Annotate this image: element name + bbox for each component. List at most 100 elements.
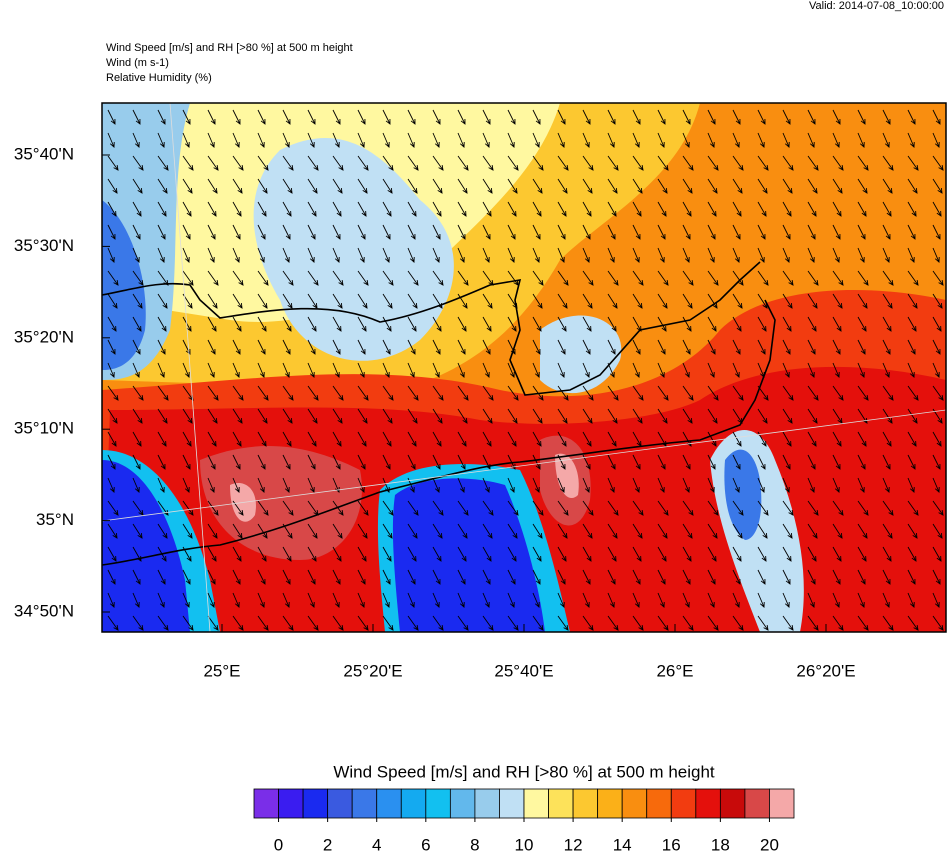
wind-arrow bbox=[657, 293, 668, 309]
wind-arrow bbox=[282, 500, 294, 516]
wind-arrow bbox=[557, 339, 566, 355]
wind-arrow bbox=[657, 339, 666, 355]
wind-arrow bbox=[457, 523, 468, 539]
wind-arrow bbox=[757, 523, 768, 539]
wind-arrow bbox=[682, 500, 694, 516]
wind-arrow bbox=[507, 385, 519, 401]
wind-arrow bbox=[307, 362, 315, 378]
wind-arrow bbox=[132, 339, 141, 355]
wind-arrow bbox=[357, 592, 365, 608]
colorbar-box bbox=[449, 788, 476, 819]
wind-arrow bbox=[332, 224, 341, 240]
wind-arrow bbox=[732, 201, 742, 217]
wind-arrow bbox=[582, 592, 590, 608]
wind-arrow bbox=[632, 293, 643, 309]
wind-arrow bbox=[332, 523, 343, 539]
wind-arrow bbox=[607, 477, 615, 493]
wind-arrow bbox=[107, 362, 115, 378]
wind-arrow bbox=[707, 431, 717, 447]
lat-label: 35°10'N bbox=[14, 419, 74, 438]
wind-arrow bbox=[507, 477, 515, 493]
wind-arrow bbox=[857, 362, 865, 378]
wind-arrow bbox=[507, 316, 517, 332]
wind-arrow bbox=[782, 109, 791, 125]
wind-arrow bbox=[432, 615, 444, 631]
wind-arrow bbox=[932, 385, 944, 401]
colorbar-label: 10 bbox=[515, 835, 534, 854]
wind-arrow bbox=[832, 431, 842, 447]
wind-arrow bbox=[107, 592, 115, 608]
wind-arrow bbox=[607, 293, 618, 309]
wind-arrow bbox=[382, 201, 392, 217]
wind-arrow bbox=[432, 500, 444, 516]
wind-arrow bbox=[282, 592, 290, 608]
wind-arrow bbox=[607, 247, 615, 263]
wind-arrow bbox=[382, 339, 391, 355]
wind-arrow bbox=[382, 615, 394, 631]
wind-arrow bbox=[157, 523, 168, 539]
wind-arrow bbox=[157, 592, 165, 608]
field-fill bbox=[392, 478, 545, 632]
wind-legend-line: Wind (m s-1) bbox=[106, 57, 169, 69]
wind-arrow bbox=[657, 500, 669, 516]
wind-arrow bbox=[882, 454, 891, 470]
wind-arrow bbox=[232, 454, 241, 470]
wind-arrow bbox=[257, 523, 268, 539]
wind-arrow bbox=[632, 109, 641, 125]
wind-arrow bbox=[257, 592, 265, 608]
wind-arrow bbox=[707, 615, 719, 631]
wind-arrow bbox=[582, 132, 590, 148]
wind-arrow bbox=[557, 546, 567, 562]
wind-arrow bbox=[282, 178, 293, 194]
wind-arrow bbox=[907, 523, 918, 539]
wind-arrow bbox=[432, 431, 442, 447]
wind-arrow bbox=[482, 339, 491, 355]
wind-arrow bbox=[932, 477, 940, 493]
wind-arrow bbox=[282, 293, 293, 309]
wind-arrow bbox=[332, 155, 344, 171]
wind-arrow bbox=[382, 109, 391, 125]
wind-arrow bbox=[532, 431, 542, 447]
wind-arrow bbox=[507, 523, 518, 539]
wind-arrow bbox=[257, 408, 268, 424]
lon-label: 25°40'E bbox=[494, 661, 553, 680]
wind-arrow bbox=[607, 546, 617, 562]
colorbar-box bbox=[719, 788, 746, 819]
wind-arrow bbox=[657, 270, 669, 286]
wind-arrow bbox=[907, 569, 916, 585]
wind-arrow bbox=[757, 224, 766, 240]
wind-arrow bbox=[582, 270, 594, 286]
wind-arrow bbox=[707, 569, 716, 585]
wind-arrow bbox=[457, 615, 469, 631]
wind-arrow bbox=[107, 454, 116, 470]
wind-arrow bbox=[582, 293, 593, 309]
wind-arrow bbox=[882, 477, 890, 493]
wind-arrow bbox=[332, 247, 340, 263]
wind-arrow bbox=[832, 615, 844, 631]
wind-arrow bbox=[557, 132, 565, 148]
wind-arrow bbox=[232, 293, 243, 309]
wind-arrow bbox=[782, 569, 791, 585]
wind-arrow bbox=[282, 201, 292, 217]
wind-arrow bbox=[657, 408, 668, 424]
wind-arrow bbox=[907, 109, 916, 125]
wind-arrow bbox=[582, 569, 591, 585]
wind-arrow bbox=[157, 408, 168, 424]
wind-arrow bbox=[707, 201, 717, 217]
wind-arrow bbox=[807, 132, 815, 148]
colorbar-box bbox=[425, 788, 451, 819]
wind-arrow bbox=[507, 362, 515, 378]
wind-arrow bbox=[207, 178, 218, 194]
wind-arrow bbox=[457, 385, 469, 401]
rh-legend-line: Relative Humidity (%) bbox=[106, 72, 212, 84]
wind-arrow bbox=[207, 362, 215, 378]
wind-arrow bbox=[882, 500, 894, 516]
wind-arrow bbox=[632, 178, 643, 194]
wind-arrow bbox=[782, 201, 792, 217]
lat-label: 34°50'N bbox=[14, 601, 74, 620]
wind-arrow bbox=[307, 477, 315, 493]
wind-arrow bbox=[732, 270, 744, 286]
wind-arrow bbox=[407, 500, 419, 516]
wind-arrow bbox=[307, 546, 317, 562]
wind-arrow bbox=[107, 431, 117, 447]
